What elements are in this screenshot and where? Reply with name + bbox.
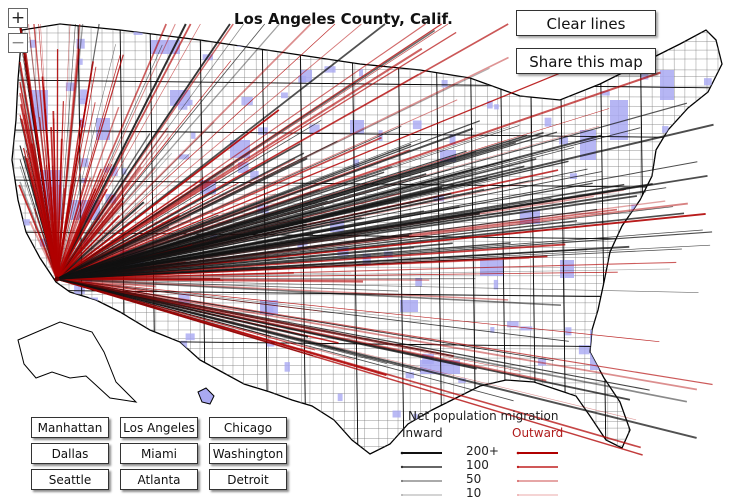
highlighted-county [601, 448, 612, 457]
highlighted-county [80, 89, 87, 99]
city-button-detroit[interactable]: Detroit [209, 469, 287, 490]
highlighted-county [645, 320, 656, 327]
highlighted-county [648, 253, 654, 260]
legend-level-50: 50 [466, 472, 481, 486]
plus-icon: + [11, 8, 25, 28]
highlighted-county [336, 32, 345, 37]
highlighted-county [281, 92, 288, 98]
legend-swatch-50 [398, 474, 568, 488]
highlighted-county [134, 30, 143, 35]
city-button-manhattan[interactable]: Manhattan [31, 417, 109, 438]
highlighted-county [40, 282, 48, 289]
legend-swatch-10 [398, 488, 568, 502]
highlighted-county [191, 132, 195, 138]
highlighted-county [178, 104, 187, 110]
legend-row-50: 50 [398, 474, 568, 488]
city-button-miami[interactable]: Miami [120, 443, 198, 464]
highlighted-county [545, 118, 552, 127]
clear-lines-button[interactable]: Clear lines [516, 10, 656, 36]
origin-county-marker [55, 277, 60, 282]
highlighted-county [494, 104, 499, 109]
city-button-washington[interactable]: Washington [209, 443, 287, 464]
highlighted-county [660, 70, 674, 100]
highlighted-county [111, 328, 123, 336]
legend-level-100: 100 [466, 458, 489, 472]
highlighted-county [691, 263, 700, 270]
minus-icon: − [11, 33, 25, 53]
city-button-atlanta[interactable]: Atlanta [120, 469, 198, 490]
legend-title: Net population migration [408, 409, 558, 423]
highlighted-county [342, 446, 351, 451]
highlighted-county [620, 240, 632, 266]
map-title: Los Angeles County, Calif. [234, 10, 453, 28]
zoom-in-button[interactable]: + [8, 8, 28, 28]
highlighted-county [154, 361, 164, 371]
legend-outward-label: Outward [512, 426, 563, 440]
highlighted-county [565, 327, 571, 335]
highlighted-county [442, 80, 448, 87]
city-button-seattle[interactable]: Seattle [31, 469, 109, 490]
highlighted-county [629, 310, 639, 314]
legend-level-10: 10 [466, 486, 481, 500]
legend-row-100: 100 [398, 460, 568, 474]
highlighted-county [413, 120, 422, 129]
legend: Net population migration Inward Outward … [398, 409, 568, 499]
zoom-out-button[interactable]: − [8, 33, 28, 53]
legend-inward-label: Inward [402, 426, 443, 440]
highlighted-county [103, 408, 112, 415]
highlighted-county [186, 333, 195, 340]
highlighted-county [159, 336, 164, 343]
highlighted-county [338, 394, 343, 401]
alaska-outline [18, 322, 136, 402]
highlighted-county [645, 315, 653, 326]
highlighted-county [20, 219, 30, 225]
hawaii-outline [198, 388, 214, 404]
city-button-los-angeles[interactable]: Los Angeles [120, 417, 198, 438]
legend-level-200: 200+ [466, 444, 499, 458]
highlighted-county [645, 333, 652, 343]
highlighted-county [400, 300, 418, 312]
city-button-chicago[interactable]: Chicago [209, 417, 287, 438]
share-map-button[interactable]: Share this map [516, 48, 656, 74]
legend-row-10: 10 [398, 488, 568, 502]
highlighted-county [285, 362, 290, 372]
highlighted-county [187, 100, 192, 105]
highlighted-county [704, 78, 712, 85]
highlighted-county [560, 260, 574, 278]
city-button-dallas[interactable]: Dallas [31, 443, 109, 464]
highlighted-county [298, 76, 306, 83]
